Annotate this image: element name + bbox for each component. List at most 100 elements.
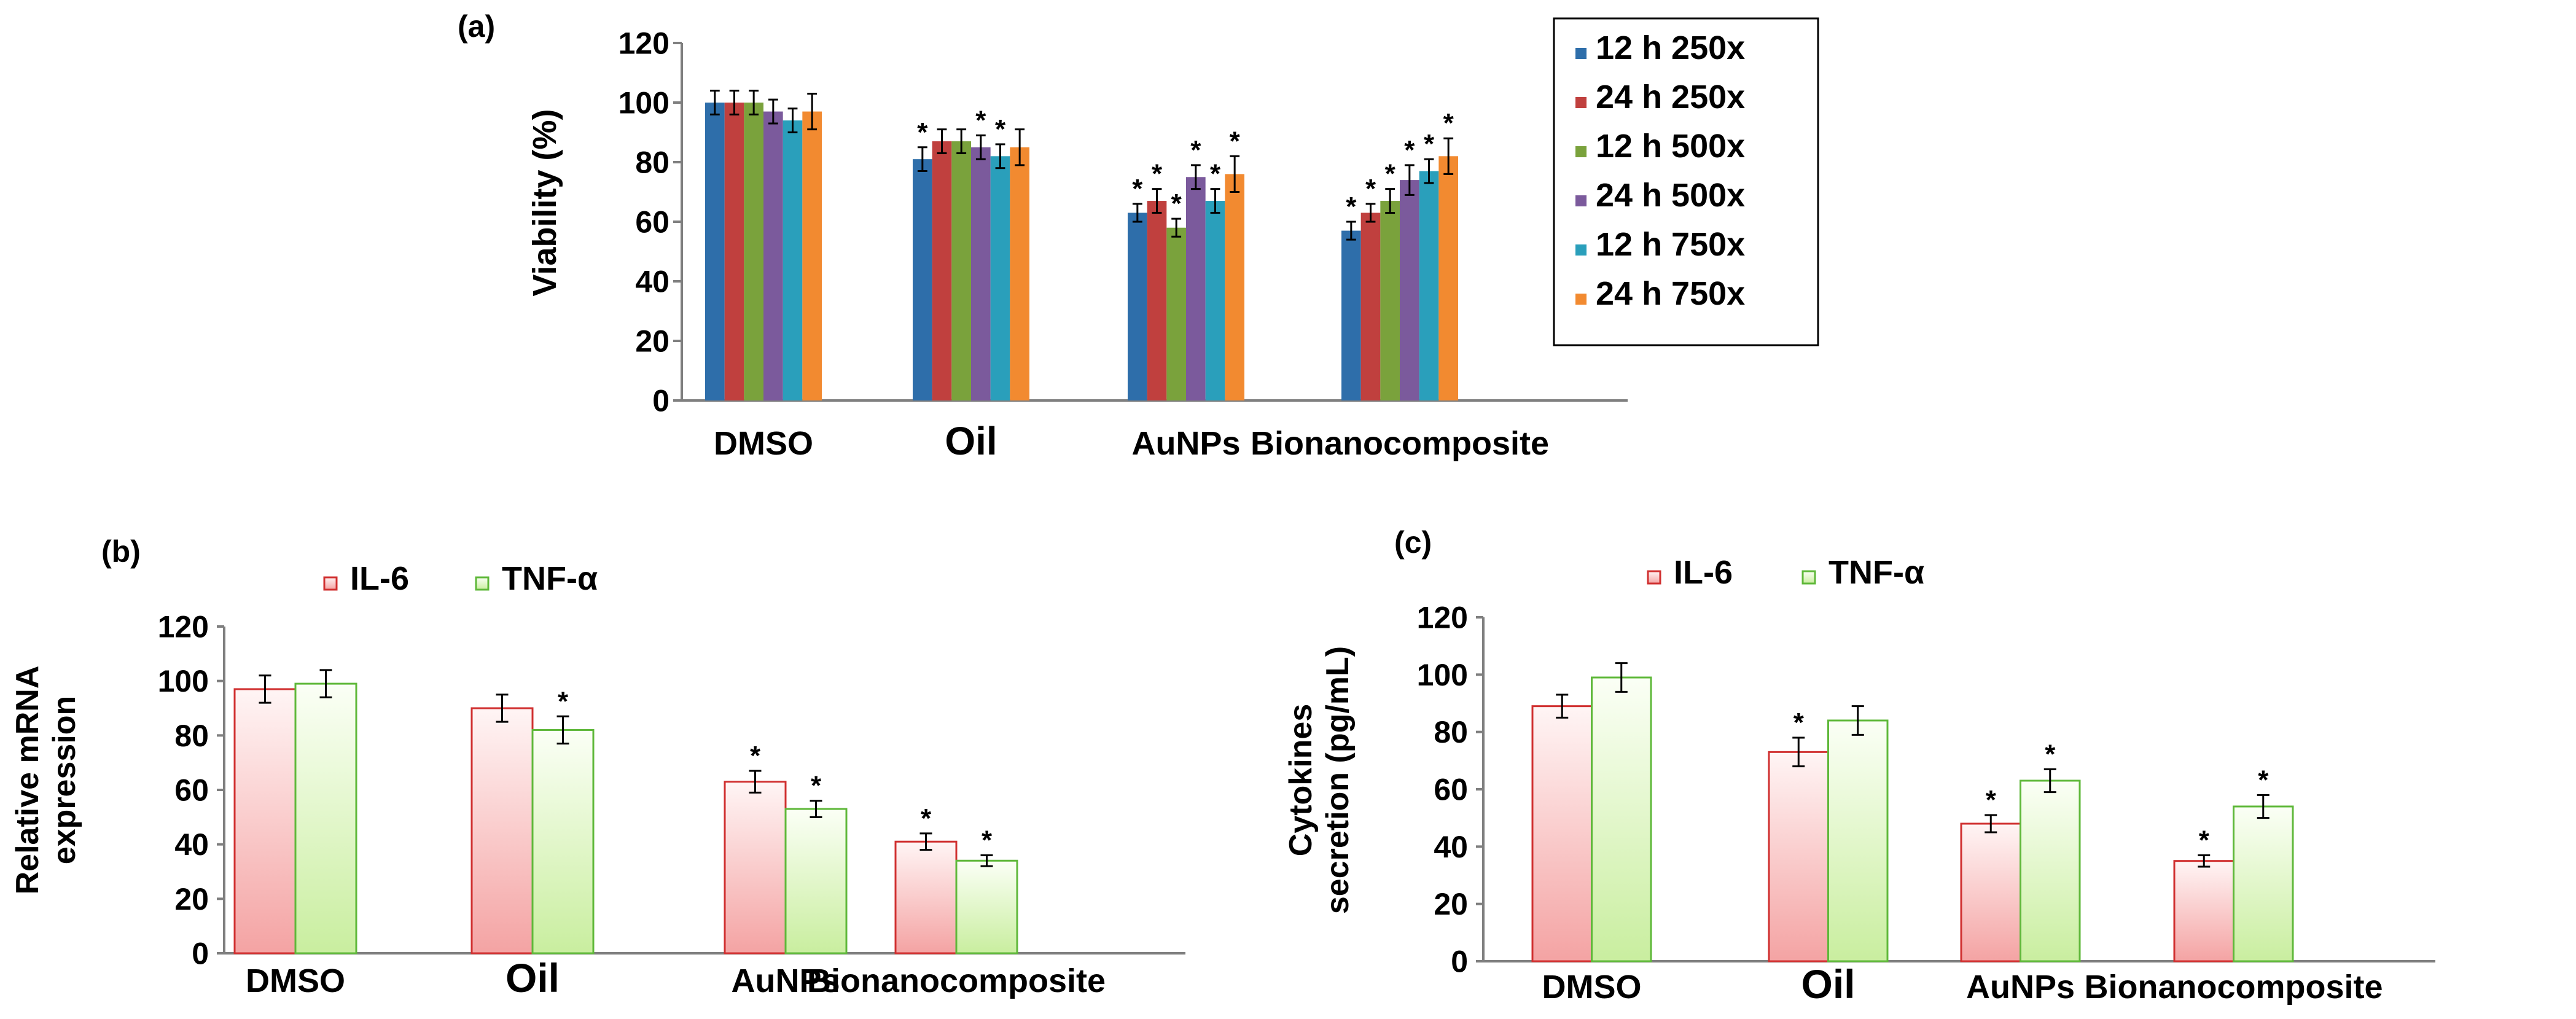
significance-marker: * bbox=[1152, 159, 1163, 189]
bar-dmso-24-h-250x bbox=[724, 103, 744, 400]
y-tick-label: 120 bbox=[619, 26, 669, 61]
bar-dmso-24-h-750x bbox=[802, 111, 822, 401]
y-axis-label: Cytokines bbox=[1283, 704, 1319, 857]
bar-bionanocomposite-24-h-500x bbox=[1400, 180, 1419, 400]
bar-aunps-12-h-750x bbox=[1205, 201, 1225, 400]
legend-swatch bbox=[1575, 146, 1587, 157]
y-tick-label: 80 bbox=[174, 719, 209, 753]
bar-dmso-12-h-500x bbox=[744, 103, 763, 400]
significance-marker: * bbox=[1190, 135, 1201, 165]
significance-marker: * bbox=[1986, 785, 1997, 815]
y-tick-label: 100 bbox=[619, 86, 669, 120]
bar-aunps-12-h-250x bbox=[1128, 213, 1147, 400]
legend-swatch bbox=[323, 576, 338, 591]
legend-box bbox=[1553, 17, 1819, 346]
y-tick-label: 60 bbox=[1434, 773, 1468, 807]
bar-oil-il-6 bbox=[470, 707, 534, 955]
x-tick-label: AuNPs bbox=[1131, 425, 1240, 462]
bar-bionanocomposite-12-h-750x bbox=[1419, 171, 1439, 400]
significance-marker: * bbox=[1132, 174, 1143, 204]
bar-oil-24-h-750x bbox=[1010, 147, 1029, 400]
bar-oil-il-6 bbox=[1768, 751, 1829, 962]
legend-swatch bbox=[1575, 97, 1587, 108]
y-axis-label: secretion (pg/mL) bbox=[1320, 646, 1356, 914]
significance-marker: * bbox=[1385, 159, 1396, 189]
x-tick-label: Bionanocomposite bbox=[1251, 425, 1549, 462]
legend-label: 12 h 750x bbox=[1596, 226, 1745, 263]
y-axis-label: expression bbox=[47, 696, 82, 865]
significance-marker: * bbox=[1424, 129, 1435, 159]
y-tick-label: 40 bbox=[1434, 830, 1468, 864]
significance-marker: * bbox=[2045, 739, 2056, 769]
bar-aunps-tnf- bbox=[784, 808, 848, 955]
legend-swatch bbox=[1647, 570, 1661, 585]
bar-oil-12-h-250x bbox=[913, 159, 932, 400]
legend-label: 24 h 750x bbox=[1596, 275, 1745, 312]
bar-dmso-24-h-500x bbox=[763, 111, 783, 401]
bar-dmso-il-6 bbox=[233, 688, 297, 955]
legend-label: 24 h 500x bbox=[1596, 177, 1745, 214]
panel-label: (c) bbox=[1394, 525, 1432, 560]
bar-oil-tnf- bbox=[531, 728, 595, 955]
x-tick-label: AuNPs bbox=[731, 962, 840, 999]
y-tick-label: 40 bbox=[635, 265, 669, 299]
bar-bionanocomposite-24-h-750x bbox=[1438, 156, 1458, 401]
legend-swatch bbox=[475, 576, 490, 591]
bar-oil-12-h-750x bbox=[990, 156, 1010, 401]
x-tick-label: Bionanocomposite bbox=[2084, 969, 2383, 1005]
significance-marker: * bbox=[2199, 825, 2210, 855]
bar-aunps-12-h-500x bbox=[1166, 227, 1186, 400]
x-tick-label: DMSO bbox=[246, 962, 345, 999]
y-tick-label: 80 bbox=[635, 146, 669, 180]
x-tick-label: DMSO bbox=[714, 425, 813, 462]
significance-marker: * bbox=[975, 105, 986, 135]
legend-swatch bbox=[1801, 570, 1816, 585]
significance-marker: * bbox=[982, 825, 993, 855]
bar-bionanocomposite-12-h-500x bbox=[1380, 201, 1400, 400]
y-tick-label: 60 bbox=[174, 773, 209, 808]
legend-label: TNF-α bbox=[1829, 554, 1924, 591]
bar-bionanocomposite-12-h-250x bbox=[1341, 230, 1361, 400]
legend-label: IL-6 bbox=[1674, 554, 1733, 591]
bar-bionanocomposite-24-h-250x bbox=[1360, 213, 1381, 400]
x-tick-label: AuNPs bbox=[1966, 969, 2075, 1005]
bar-oil-12-h-500x bbox=[951, 141, 971, 401]
significance-marker: * bbox=[1443, 108, 1454, 138]
significance-marker: * bbox=[995, 114, 1006, 144]
y-tick-label: 20 bbox=[1434, 887, 1468, 921]
bar-oil-tnf- bbox=[1827, 719, 1889, 962]
bar-dmso-12-h-250x bbox=[705, 103, 725, 400]
legend-swatch bbox=[1575, 195, 1587, 206]
significance-marker: * bbox=[1365, 174, 1376, 204]
significance-marker: * bbox=[1171, 189, 1182, 219]
y-tick-label: 80 bbox=[1434, 715, 1468, 749]
significance-marker: * bbox=[1404, 135, 1415, 165]
y-tick-label: 100 bbox=[1417, 658, 1468, 692]
legend-label: 24 h 250x bbox=[1596, 79, 1745, 115]
bar-bionanocomposite-il-6 bbox=[894, 840, 958, 955]
significance-marker: * bbox=[2258, 765, 2269, 795]
panel-c-cytokine-chart: (c) 0 20 40 60 80 100 120 Cytokines secretion (pg… bbox=[1283, 525, 2435, 1007]
x-tick-label: Oil bbox=[505, 955, 560, 1001]
bar-aunps-tnf- bbox=[2020, 779, 2081, 962]
panel-b-mrna-chart: (b) 0 20 40 60 80 100 120 Relative mRNA expressio… bbox=[10, 534, 1185, 1001]
bar-dmso-12-h-750x bbox=[783, 120, 803, 400]
legend-swatch bbox=[1575, 294, 1587, 305]
y-tick-label: 120 bbox=[1417, 601, 1468, 635]
significance-marker: * bbox=[811, 771, 822, 801]
y-tick-label: 0 bbox=[652, 384, 669, 418]
y-tick-label: 0 bbox=[192, 937, 209, 971]
significance-marker: * bbox=[750, 741, 761, 771]
bar-aunps-24-h-750x bbox=[1225, 174, 1244, 400]
significance-marker: * bbox=[1230, 126, 1241, 156]
bar-aunps-24-h-500x bbox=[1186, 177, 1206, 400]
x-tick-label: Oil bbox=[945, 419, 997, 463]
significance-marker: * bbox=[558, 686, 569, 716]
bar-bionanocomposite-tnf- bbox=[955, 859, 1018, 955]
significance-marker: * bbox=[917, 117, 928, 147]
y-tick-label: 100 bbox=[158, 664, 209, 698]
legend-swatch bbox=[1575, 244, 1587, 256]
significance-marker: * bbox=[1346, 192, 1357, 222]
significance-marker: * bbox=[921, 803, 932, 834]
